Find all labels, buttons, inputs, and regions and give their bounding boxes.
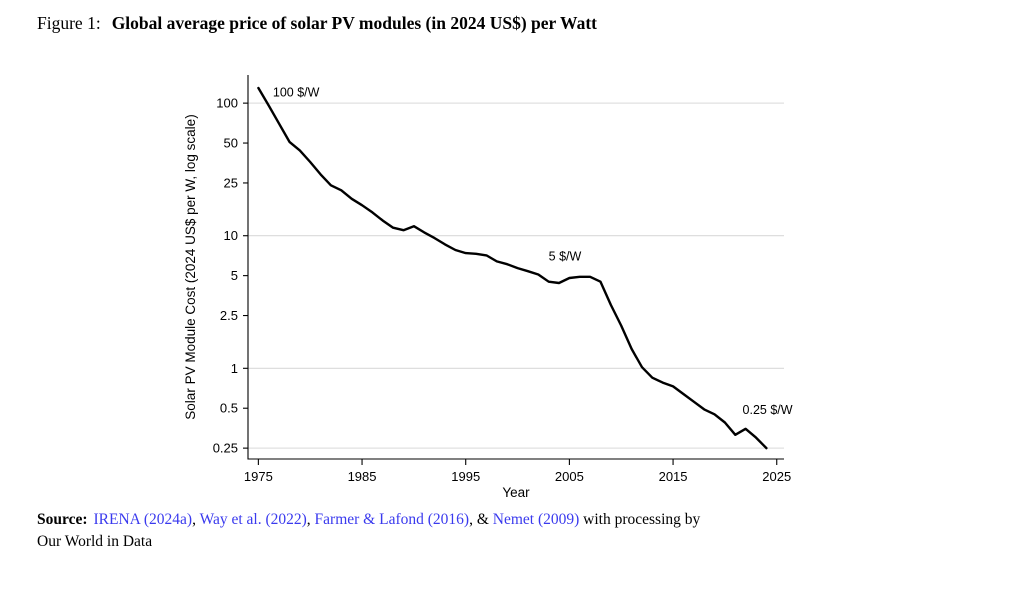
- source-note: Source: IRENA (2024a), Way et al. (2022),…: [37, 509, 977, 553]
- x-axis-title: Year: [502, 485, 530, 500]
- source-text: , &: [469, 511, 493, 528]
- x-tick-label-1975: 1975: [244, 469, 273, 484]
- annotation-0-25-w: 0.25 $/W: [743, 403, 793, 417]
- y-tick-label-50: 50: [224, 136, 238, 151]
- source-link-farmer-lafond-2016[interactable]: Farmer & Lafond (2016): [314, 511, 470, 528]
- source-link-nemet-2009[interactable]: Nemet (2009): [492, 511, 580, 528]
- source-label: Source:: [37, 511, 88, 528]
- x-tick-label-2005: 2005: [555, 469, 584, 484]
- y-tick-label-25: 25: [224, 175, 238, 190]
- figure-title: Global average price of solar PV modules…: [111, 13, 597, 33]
- x-tick-label-1985: 1985: [348, 469, 377, 484]
- source-link-irena-2024a[interactable]: IRENA (2024a): [93, 511, 193, 528]
- y-tick-label-1: 1: [231, 361, 238, 376]
- y-tick-label-5: 5: [231, 268, 238, 283]
- axis-spines: [247, 75, 784, 460]
- figure-label: Figure 1:: [37, 13, 101, 33]
- price-line: [257, 86, 768, 450]
- source-text: ,: [306, 511, 315, 528]
- x-tick-label-2025: 2025: [762, 469, 791, 484]
- x-tick-label-2015: 2015: [659, 469, 688, 484]
- source-text: Our World in Data: [37, 533, 153, 550]
- source-text: with processing by: [579, 511, 701, 528]
- y-tick-label-2-5: 2.5: [220, 308, 238, 323]
- source-text: ,: [192, 511, 200, 528]
- source-link-way-et-al-2022[interactable]: Way et al. (2022): [199, 511, 307, 528]
- y-tick-label-0-5: 0.5: [220, 401, 238, 416]
- annotation-5-w: 5 $/W: [549, 249, 582, 263]
- annotation-100-w: 100 $/W: [273, 86, 320, 100]
- solar-pv-price-chart: 100 50 25 10 5 2.5 1 0.5 0.25 1975 1985 1995 2005 201…: [183, 75, 793, 500]
- source-citations: IRENA (2024a), Way et al. (2022), Farmer…: [37, 511, 700, 550]
- y-axis-title: Solar PV Module Cost (2024 US$ per W, lo…: [183, 114, 198, 419]
- y-tick-label-0-25: 0.25: [213, 441, 238, 456]
- x-tick-label-1995: 1995: [451, 469, 480, 484]
- y-tick-label-10: 10: [224, 228, 238, 243]
- figure-caption: Figure 1: Global average price of solar P…: [37, 13, 597, 34]
- y-tick-label-100: 100: [216, 96, 238, 111]
